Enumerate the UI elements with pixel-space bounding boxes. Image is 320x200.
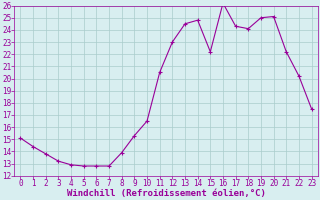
X-axis label: Windchill (Refroidissement éolien,°C): Windchill (Refroidissement éolien,°C) [67, 189, 266, 198]
